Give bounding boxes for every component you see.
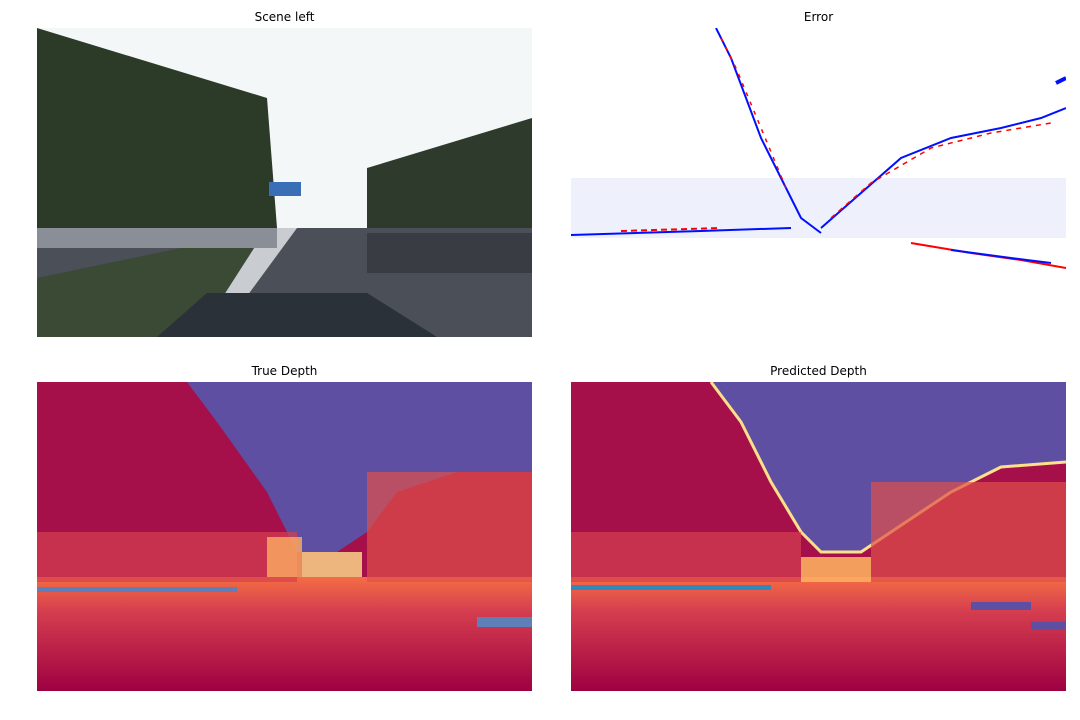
true-depth-image [37, 382, 532, 691]
true-depth-title: True Depth [251, 364, 318, 378]
error-title: Error [803, 10, 834, 24]
scene-left-title: Scene left [254, 10, 315, 24]
predicted-depth-title: Predicted Depth [770, 364, 867, 378]
error-image [571, 28, 1066, 337]
predicted-depth-image [571, 382, 1066, 691]
scene-left-image [37, 28, 532, 337]
